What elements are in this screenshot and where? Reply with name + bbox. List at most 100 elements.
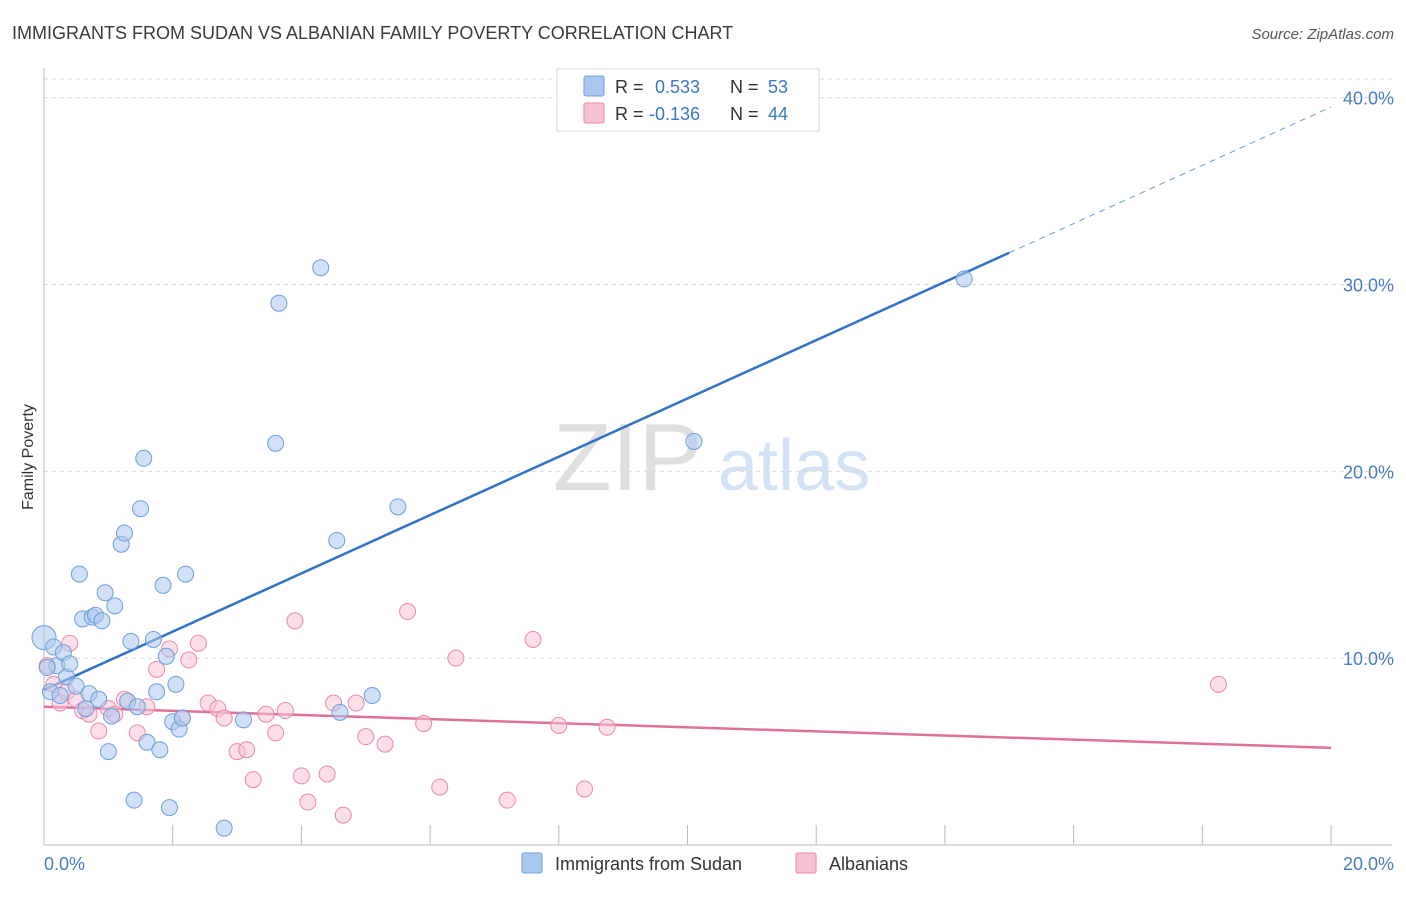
stats-swatch-albanians (583, 102, 605, 124)
sudan-point (157, 647, 175, 665)
sudan-point (90, 690, 108, 708)
watermark-atlas: atlas (718, 426, 870, 506)
sudan-point (132, 500, 150, 518)
axes (43, 68, 1392, 846)
trend-line-sudan (43, 251, 1010, 692)
sudan-point (103, 707, 121, 725)
y-tick-label-10: 10.0% (1343, 649, 1394, 669)
sudan-point (215, 819, 233, 837)
albanians-point (189, 634, 207, 652)
sudan-point (331, 703, 349, 721)
albanians-point (357, 728, 375, 746)
sudan-point (70, 565, 88, 583)
stats-n-label-albanians: N = (730, 104, 759, 124)
sudan-point (389, 498, 407, 516)
x-tick-label-left: 0.0% (44, 854, 85, 874)
sudan-point (99, 743, 117, 761)
points (31, 259, 1227, 837)
sudan-point (144, 630, 162, 648)
stats-n-label-sudan: N = (730, 77, 759, 97)
albanians-point (299, 793, 317, 811)
stats-r-label-sudan: R = (615, 77, 644, 97)
albanians-point (399, 602, 417, 620)
sudan-point (93, 612, 111, 630)
albanians-point (318, 765, 336, 783)
sudan-point (234, 711, 252, 729)
albanians-point (286, 612, 304, 630)
sudan-point (267, 434, 285, 452)
y-tick-labels: 10.0% 20.0% 30.0% 40.0% (1343, 89, 1394, 669)
albanians-point (524, 630, 542, 648)
y-tick-label-20: 20.0% (1343, 462, 1394, 482)
legend-label-sudan: Immigrants from Sudan (555, 854, 742, 874)
albanians-point (90, 722, 108, 740)
albanians-point (498, 791, 516, 809)
sudan-point (67, 677, 85, 695)
sudan-point (955, 270, 973, 288)
albanians-point (347, 694, 365, 712)
chart-source: Source: ZipAtlas.com (1251, 26, 1394, 43)
albanians-point (215, 709, 233, 727)
sudan-point (312, 259, 330, 277)
sudan-point (61, 655, 79, 673)
sudan-point (128, 698, 146, 716)
albanians-point (598, 718, 616, 736)
sudan-point (154, 576, 172, 594)
sudan-point (270, 294, 288, 312)
sudan-point (685, 432, 703, 450)
sudan-point (38, 659, 56, 677)
stats-r-label-albanians: R = (615, 104, 644, 124)
stats-r-value-sudan: 0.533 (655, 77, 700, 97)
albanians-point (334, 806, 352, 824)
sudan-point (177, 565, 195, 583)
albanians-point (376, 735, 394, 753)
stats-legend: R = 0.533 N = 53 R = -0.136 N = 44 (556, 68, 820, 132)
stats-n-value-sudan: 53 (768, 77, 788, 97)
sudan-point (151, 741, 169, 759)
albanians-point (447, 649, 465, 667)
sudan-point (138, 733, 156, 751)
albanians-point (267, 724, 285, 742)
series-albanians-points (38, 602, 1227, 824)
chart-title: IMMIGRANTS FROM SUDAN VS ALBANIAN FAMILY… (12, 23, 733, 43)
series-sudan-points (31, 259, 973, 837)
sudan-point (148, 683, 166, 701)
sudan-point (51, 687, 69, 705)
series-legend: Immigrants from Sudan Albanians (521, 852, 908, 874)
albanians-point (238, 741, 256, 759)
sudan-point (173, 709, 191, 727)
sudan-point (167, 675, 185, 693)
albanians-point (292, 767, 310, 785)
albanians-point (148, 660, 166, 678)
sudan-point (106, 597, 124, 615)
albanians-point (1209, 675, 1227, 693)
y-tick-label-30: 30.0% (1343, 276, 1394, 296)
sudan-point (96, 584, 114, 602)
albanians-point (244, 771, 262, 789)
legend-label-albanians: Albanians (829, 854, 908, 874)
albanians-point (431, 778, 449, 796)
stats-swatch-sudan (583, 75, 605, 97)
sudan-point (160, 799, 178, 817)
trend-line-albanians (43, 705, 1332, 750)
albanians-point (415, 715, 433, 733)
grid (44, 78, 1392, 659)
stats-r-value-albanians: -0.136 (649, 104, 700, 124)
trend-line-sudan-extension (1009, 106, 1332, 254)
sudan-point (115, 524, 133, 542)
y-axis-label: Family Poverty (20, 404, 37, 510)
sudan-point (135, 449, 153, 467)
albanians-point (257, 705, 275, 723)
watermark-zip: ZIP (553, 404, 702, 511)
y-tick-label-40: 40.0% (1343, 89, 1394, 109)
sudan-point (122, 632, 140, 650)
x-tick-label-right: 20.0% (1343, 854, 1394, 874)
stats-n-value-albanians: 44 (768, 104, 788, 124)
sudan-point (363, 687, 381, 705)
sudan-point (328, 531, 346, 549)
albanians-point (550, 716, 568, 734)
sudan-point (125, 791, 143, 809)
albanians-point (576, 780, 594, 798)
